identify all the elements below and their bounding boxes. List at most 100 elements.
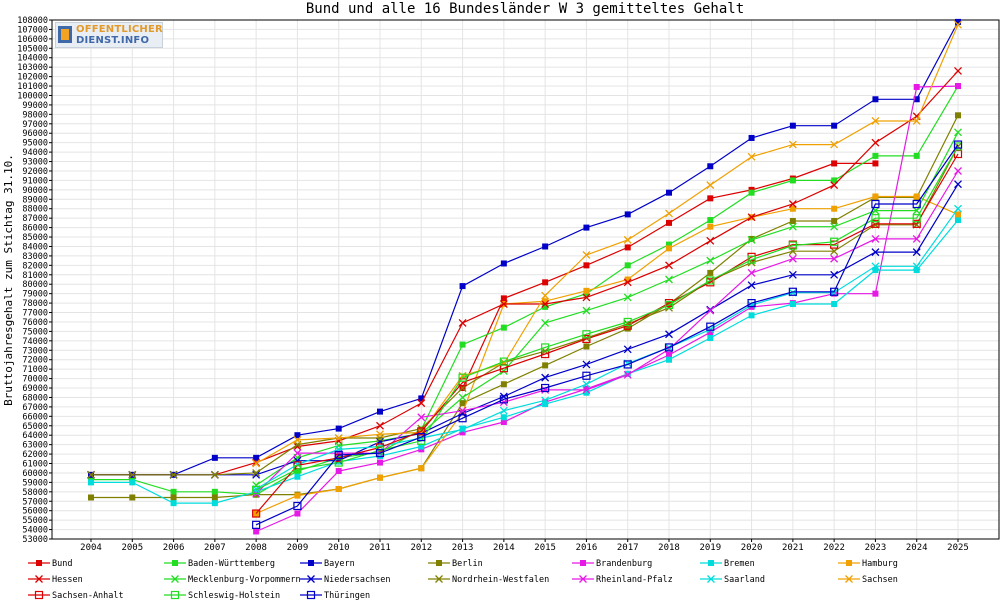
y-tick-label: 106000 bbox=[17, 35, 48, 45]
legend-item: Hessen bbox=[28, 575, 83, 585]
data-point bbox=[707, 335, 714, 342]
data-point bbox=[624, 244, 631, 251]
data-point bbox=[377, 408, 383, 415]
data-point bbox=[334, 450, 343, 460]
series-line bbox=[91, 219, 959, 504]
data-point bbox=[788, 140, 797, 149]
data-point bbox=[747, 213, 756, 222]
data-point bbox=[34, 590, 44, 600]
data-point bbox=[789, 205, 796, 212]
data-point bbox=[458, 373, 467, 382]
legend-label: Niedersachsen bbox=[324, 575, 391, 585]
x-tick-label: 2004 bbox=[80, 543, 102, 553]
data-point bbox=[252, 468, 261, 477]
series-line bbox=[255, 144, 959, 526]
data-point bbox=[459, 400, 466, 407]
data-point bbox=[294, 492, 301, 499]
data-point bbox=[541, 300, 550, 308]
data-point bbox=[913, 83, 920, 90]
data-point bbox=[707, 269, 714, 276]
data-point bbox=[871, 248, 880, 257]
data-point bbox=[912, 219, 921, 228]
data-point bbox=[253, 528, 260, 535]
data-point bbox=[831, 122, 838, 129]
y-tick-label: 94000 bbox=[22, 148, 48, 158]
data-point bbox=[375, 449, 385, 458]
data-point bbox=[582, 385, 591, 394]
x-tick-label: 2025 bbox=[947, 543, 969, 553]
data-point bbox=[831, 205, 838, 212]
data-point bbox=[418, 443, 425, 450]
data-point bbox=[845, 575, 853, 583]
data-point bbox=[954, 128, 962, 137]
data-point bbox=[583, 287, 590, 294]
data-point bbox=[36, 560, 42, 566]
data-point bbox=[789, 217, 796, 224]
data-point bbox=[747, 281, 756, 290]
data-point bbox=[170, 488, 177, 495]
data-point bbox=[707, 223, 714, 230]
data-point bbox=[170, 500, 177, 507]
data-point bbox=[294, 510, 301, 517]
y-tick-label: 61000 bbox=[22, 460, 48, 470]
y-tick-label: 56000 bbox=[22, 507, 48, 517]
data-point bbox=[582, 330, 591, 339]
plot-frame bbox=[51, 19, 1000, 540]
y-tick-label: 97000 bbox=[22, 120, 48, 130]
data-point bbox=[707, 217, 714, 224]
data-point bbox=[955, 83, 961, 90]
series-5 bbox=[88, 217, 961, 507]
data-point bbox=[253, 454, 260, 461]
data-point bbox=[542, 279, 549, 286]
x-tick-label: 2024 bbox=[906, 543, 928, 553]
data-point bbox=[913, 96, 920, 103]
data-point bbox=[623, 278, 632, 287]
data-point bbox=[579, 575, 587, 583]
data-point bbox=[541, 396, 550, 405]
data-point bbox=[458, 318, 467, 327]
legend-item: Schleswig-Holstein bbox=[164, 590, 280, 600]
data-point bbox=[252, 459, 261, 468]
data-point bbox=[830, 254, 839, 263]
x-tick-label: 2021 bbox=[782, 543, 804, 553]
data-point bbox=[831, 290, 838, 297]
series-10 bbox=[87, 142, 962, 479]
data-point bbox=[748, 312, 755, 319]
data-point bbox=[623, 317, 632, 327]
data-point bbox=[871, 138, 880, 147]
data-point bbox=[913, 267, 920, 274]
logo-line-1: OFFENTLICHER bbox=[76, 24, 163, 35]
data-point bbox=[582, 293, 591, 302]
data-point bbox=[664, 300, 674, 310]
data-point bbox=[872, 193, 879, 200]
data-point bbox=[541, 383, 550, 393]
y-tick-label: 84000 bbox=[22, 242, 48, 252]
data-point bbox=[666, 219, 672, 226]
y-tick-label: 83000 bbox=[22, 252, 48, 262]
data-point bbox=[830, 237, 839, 246]
data-point bbox=[666, 241, 672, 248]
data-point bbox=[377, 452, 383, 459]
data-point bbox=[499, 300, 508, 308]
y-tick-label: 74000 bbox=[22, 337, 48, 347]
y-tick-label: 78000 bbox=[22, 299, 48, 309]
data-point bbox=[211, 488, 218, 495]
data-point bbox=[706, 325, 715, 334]
data-point bbox=[211, 494, 218, 501]
data-point bbox=[377, 459, 383, 466]
data-point bbox=[871, 214, 880, 223]
x-tick-label: 2012 bbox=[410, 543, 432, 553]
data-point bbox=[955, 112, 961, 119]
data-point bbox=[335, 485, 342, 492]
x-axis-ticks: 2004 2005 2006 2007 2008 2009 2010 2011 2012 2013… bbox=[80, 539, 969, 553]
legend-label: Schleswig-Holstein bbox=[188, 591, 280, 600]
x-tick-label: 2022 bbox=[823, 543, 845, 553]
y-axis-label: Bruttojahresgehalt zum Stichtag 31.10. bbox=[2, 154, 15, 406]
data-point bbox=[831, 301, 838, 308]
data-point bbox=[747, 255, 756, 264]
site-logo: OFFENTLICHER DIENST.INFO bbox=[55, 22, 163, 48]
data-point bbox=[954, 180, 962, 189]
data-point bbox=[499, 357, 508, 366]
y-tick-label: 87000 bbox=[22, 214, 48, 224]
data-point bbox=[788, 254, 797, 263]
